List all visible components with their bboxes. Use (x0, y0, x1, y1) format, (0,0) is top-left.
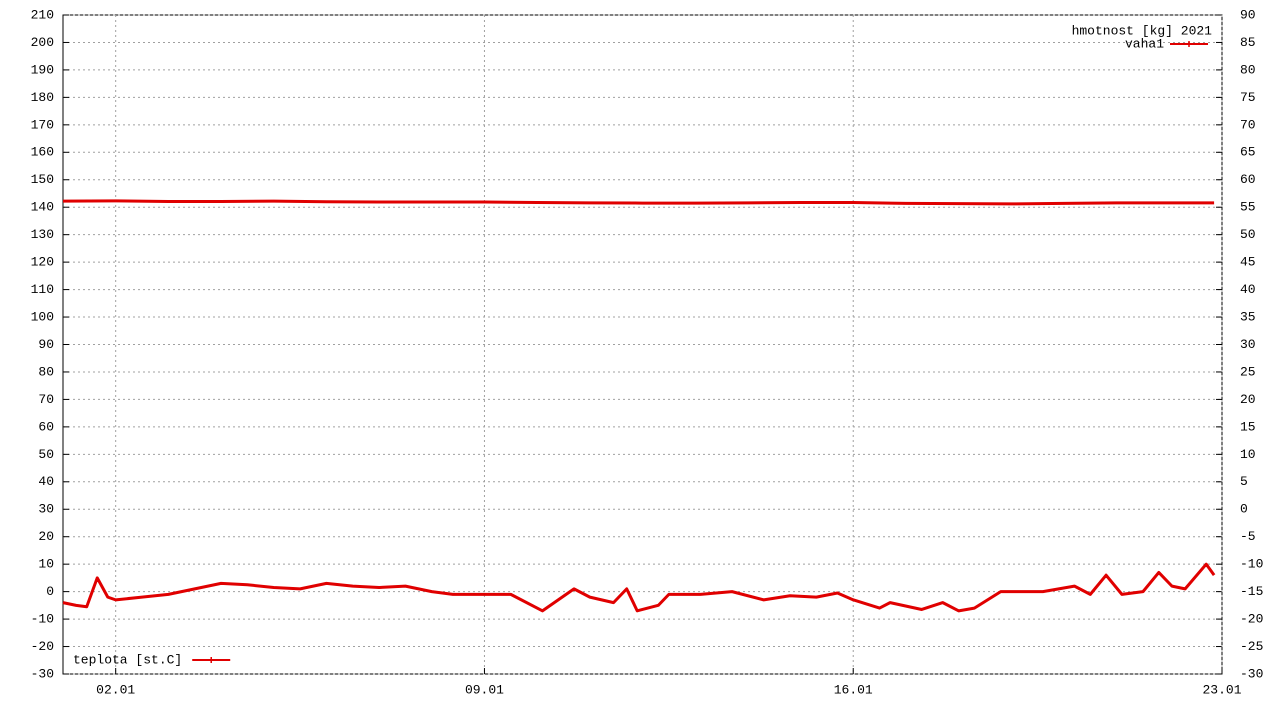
y2-tick-label: 65 (1240, 145, 1256, 160)
y2-tick-label: -15 (1240, 584, 1263, 599)
y-tick-label: 40 (38, 474, 54, 489)
x-tick-label: 23.01 (1202, 682, 1241, 697)
y2-tick-label: 75 (1240, 90, 1256, 105)
x-tick-label: 02.01 (96, 682, 135, 697)
y2-tick-label: 85 (1240, 35, 1256, 50)
y2-tick-label: -25 (1240, 639, 1263, 654)
y-tick-label: 20 (38, 529, 54, 544)
y2-tick-label: 10 (1240, 447, 1256, 462)
y2-tick-label: 40 (1240, 282, 1256, 297)
x-tick-label: 16.01 (834, 682, 873, 697)
y-tick-label: 160 (31, 145, 54, 160)
y-tick-label: 80 (38, 364, 54, 379)
y-tick-label: 30 (38, 502, 54, 517)
y2-tick-label: 55 (1240, 200, 1256, 215)
y-tick-label: 70 (38, 392, 54, 407)
y2-tick-label: -10 (1240, 557, 1263, 572)
y2-tick-label: 25 (1240, 364, 1256, 379)
y-tick-label: 200 (31, 35, 54, 50)
y2-tick-label: 60 (1240, 172, 1256, 187)
y-tick-label: 130 (31, 227, 54, 242)
y-tick-label: 190 (31, 62, 54, 77)
y-tick-label: 60 (38, 419, 54, 434)
y-tick-label: 90 (38, 337, 54, 352)
y-tick-label: 120 (31, 255, 54, 270)
y-tick-label: 10 (38, 557, 54, 572)
legend-label: teplota [st.C] (73, 652, 182, 667)
y-tick-label: 210 (31, 7, 54, 22)
y-tick-label: -30 (31, 666, 54, 681)
data-line (62, 562, 1216, 613)
y2-tick-label: 30 (1240, 337, 1256, 352)
y2-tick-label: 20 (1240, 392, 1256, 407)
y-tick-label: -20 (31, 639, 54, 654)
chart-title: hmotnost [kg] 2021 (1072, 23, 1213, 38)
y-tick-label: 100 (31, 309, 54, 324)
y-tick-label: 140 (31, 200, 54, 215)
y2-tick-label: -30 (1240, 666, 1263, 681)
legend-label: vaha1 (1125, 36, 1164, 51)
y-tick-label: 50 (38, 447, 54, 462)
y-tick-label: 110 (31, 282, 54, 297)
data-line (62, 199, 1215, 206)
y2-tick-label: 50 (1240, 227, 1256, 242)
y2-tick-label: 5 (1240, 474, 1248, 489)
y-tick-label: -10 (31, 612, 54, 627)
y-tick-label: 0 (46, 584, 54, 599)
y2-tick-label: 90 (1240, 7, 1256, 22)
y2-tick-label: 35 (1240, 309, 1256, 324)
x-tick-label: 09.01 (465, 682, 504, 697)
y2-tick-label: 45 (1240, 255, 1256, 270)
y-tick-label: 170 (31, 117, 54, 132)
y2-tick-label: 0 (1240, 502, 1248, 517)
y-tick-label: 180 (31, 90, 54, 105)
y2-tick-label: 80 (1240, 62, 1256, 77)
y2-tick-label: -5 (1240, 529, 1256, 544)
y2-tick-label: -20 (1240, 612, 1263, 627)
y2-tick-label: 70 (1240, 117, 1256, 132)
y-tick-label: 150 (31, 172, 54, 187)
y2-tick-label: 15 (1240, 419, 1256, 434)
